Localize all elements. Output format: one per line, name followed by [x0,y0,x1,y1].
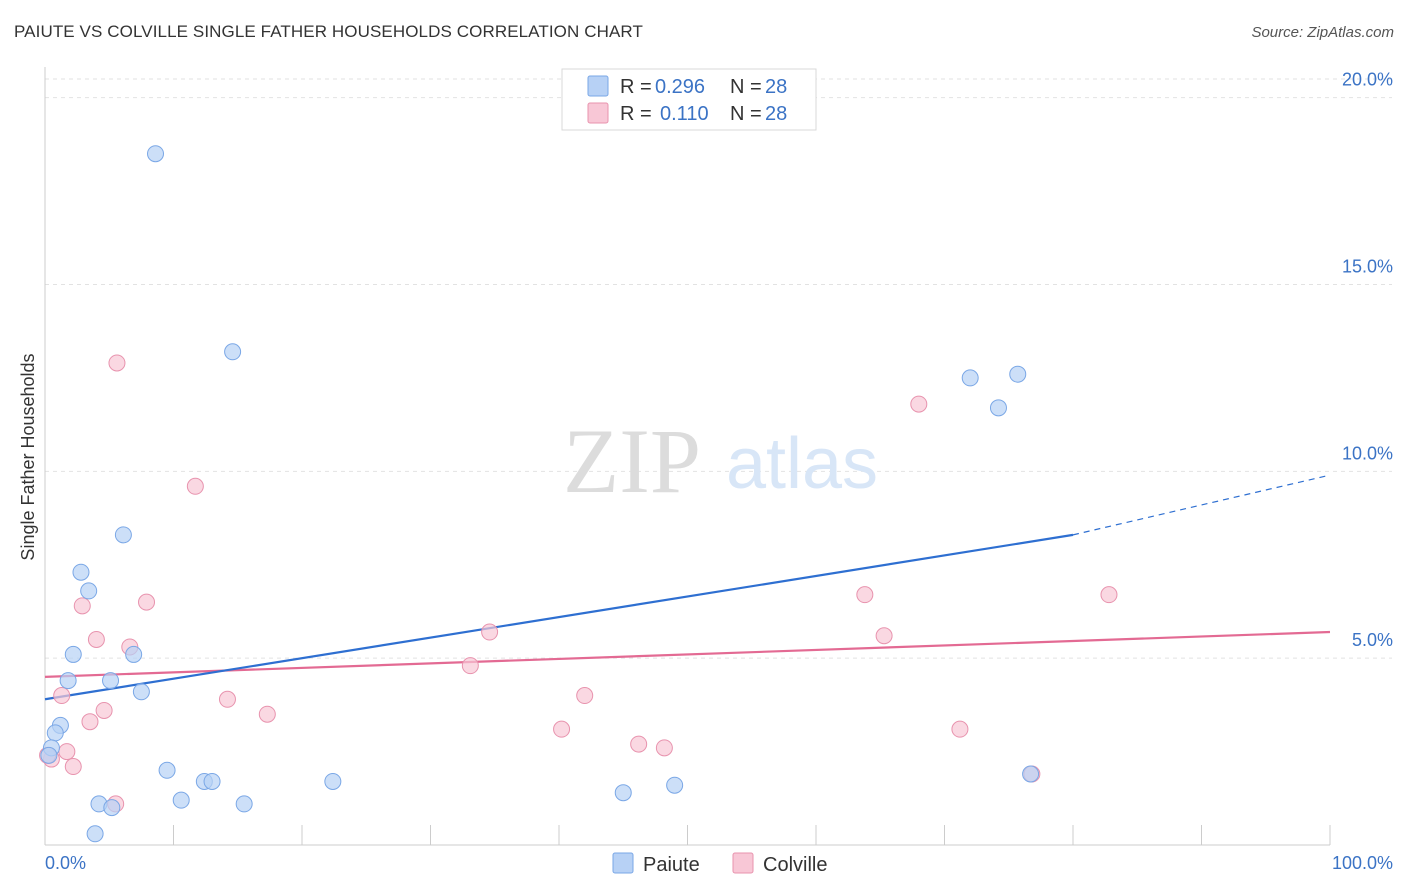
point-colville-11 [58,743,76,761]
point-paiute-11 [46,724,64,742]
point-paiute-2 [114,526,132,544]
bottom-legend: Paiute Colville [612,852,827,876]
trend-lines [44,474,1331,701]
y-tick-label-2: 15.0% [1342,257,1393,277]
stats-r-value-paiute: 0.296 [655,76,705,98]
point-colville-9 [218,690,236,708]
point-colville-15 [481,623,499,641]
point-paiute-6 [125,645,143,663]
point-paiute-28 [1022,765,1040,783]
point-paiute-26 [1009,365,1027,383]
point-paiute-17 [324,772,342,790]
legend-swatch-paiute [612,852,634,874]
point-colville-6 [53,687,71,705]
x-tick-label-1: 100.0% [1332,853,1393,873]
watermark-atlas: atlas [726,424,878,504]
point-colville-21 [856,586,874,604]
point-paiute-3 [72,563,90,581]
point-paiute-18 [172,791,190,809]
point-colville-17 [576,687,594,705]
tick-labels: 5.0% 10.0% 15.0% 20.0% 0.0% 100.0% [45,70,1393,873]
point-paiute-0 [147,145,165,163]
data-points [39,145,1118,843]
point-colville-24 [951,720,969,738]
point-paiute-24 [666,776,684,794]
stats-legend: R = 0.296 N = 28 R = 0.110 N = 28 [561,68,817,131]
point-colville-18 [553,720,571,738]
point-colville-12 [64,758,82,776]
point-colville-2 [73,597,91,615]
trend-line-paiute-extension [1072,474,1331,536]
point-paiute-9 [132,683,150,701]
watermark-zip: ZIP [563,410,701,512]
point-colville-1 [186,477,204,495]
y-tick-label-1: 10.0% [1342,443,1393,463]
point-colville-22 [875,627,893,645]
point-colville-16 [461,657,479,675]
x-tick-label-0: 0.0% [45,853,86,873]
point-paiute-5 [64,645,82,663]
chart-title: PAIUTE VS COLVILLE SINGLE FATHER HOUSEHO… [14,22,643,41]
trend-line-paiute [44,533,1074,701]
point-paiute-27 [989,399,1007,417]
point-paiute-8 [102,672,120,690]
trend-line-colville [44,630,1331,678]
legend-swatch-colville [732,852,754,874]
stats-r-label-colville: R = [620,103,652,125]
legend-label-paiute: Paiute [643,854,700,876]
point-paiute-16 [203,772,221,790]
point-paiute-21 [103,799,121,817]
point-colville-19 [630,735,648,753]
y-axis-label: Single Father Households [18,353,38,560]
point-paiute-25 [961,369,979,387]
point-paiute-22 [86,825,104,843]
axes [44,67,1331,846]
point-colville-20 [655,739,673,757]
watermark: ZIP atlas [563,410,878,512]
stats-n-value-paiute: 28 [765,76,787,98]
point-paiute-7 [59,672,77,690]
point-paiute-4 [80,582,98,600]
stats-n-value-colville: 28 [765,103,787,125]
point-colville-10 [258,705,276,723]
grid-lines [45,78,1392,659]
point-colville-0 [108,354,126,372]
stats-swatch-paiute [587,75,609,97]
point-paiute-23 [614,784,632,802]
source-label: Source: ZipAtlas.com [1251,24,1394,41]
point-colville-23 [910,395,928,413]
legend-label-colville: Colville [763,854,827,876]
stats-n-label-colville: N = [730,103,762,125]
point-colville-26 [1100,586,1118,604]
point-colville-7 [95,701,113,719]
point-colville-4 [87,630,105,648]
point-paiute-1 [224,343,242,361]
point-paiute-19 [235,795,253,813]
stats-r-value-colville: 0.110 [660,103,709,125]
y-tick-label-0: 5.0% [1352,630,1393,650]
stats-n-label-paiute: N = [730,76,762,98]
stats-swatch-colville [587,102,609,124]
point-colville-8 [81,713,99,731]
point-paiute-14 [158,761,176,779]
y-tick-label-3: 20.0% [1342,70,1393,90]
point-paiute-13 [40,746,58,764]
stats-r-label-paiute: R = [620,76,652,98]
point-colville-3 [138,593,156,611]
